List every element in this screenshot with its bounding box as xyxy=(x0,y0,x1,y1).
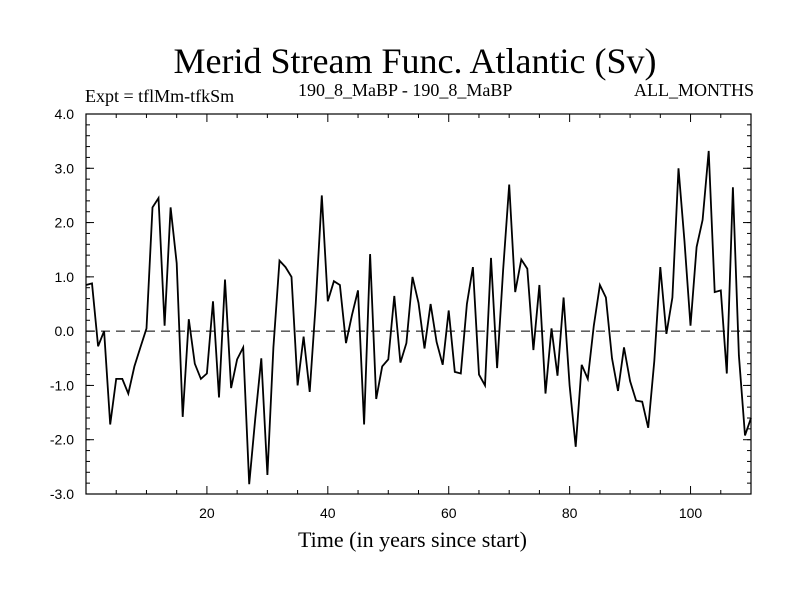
series-line xyxy=(85,150,752,485)
y-tick-label: 4.0 xyxy=(55,106,75,122)
y-tick-label: -1.0 xyxy=(50,377,74,393)
period-label: 190_8_MaBP - 190_8_MaBP xyxy=(298,80,513,100)
chart-title: Merid Stream Func. Atlantic (Sv) xyxy=(173,41,657,81)
y-tick-label: 3.0 xyxy=(55,160,75,176)
x-tick-label: 20 xyxy=(199,505,215,521)
y-tick-label: -3.0 xyxy=(50,486,74,502)
x-tick-label: 80 xyxy=(562,505,578,521)
experiment-label: Expt = tflMm-tfkSm xyxy=(85,86,235,106)
x-tick-label: 100 xyxy=(679,505,703,521)
plot-frame xyxy=(85,113,752,495)
x-tick-label: 40 xyxy=(320,505,336,521)
x-tick-label: 60 xyxy=(441,505,457,521)
months-label: ALL_MONTHS xyxy=(634,80,754,100)
y-tick-label: -2.0 xyxy=(50,432,74,448)
ticks-layer: 4.0 3.0 2.0 1.0 0.0 -1.0 -2.0 -3.0 20 40 60 80 100 xyxy=(50,106,752,521)
x-axis-label: Time (in years since start) xyxy=(298,527,527,552)
y-tick-label: 2.0 xyxy=(55,215,75,231)
y-tick-label: 0.0 xyxy=(55,323,75,339)
y-tick-label: 1.0 xyxy=(55,269,75,285)
